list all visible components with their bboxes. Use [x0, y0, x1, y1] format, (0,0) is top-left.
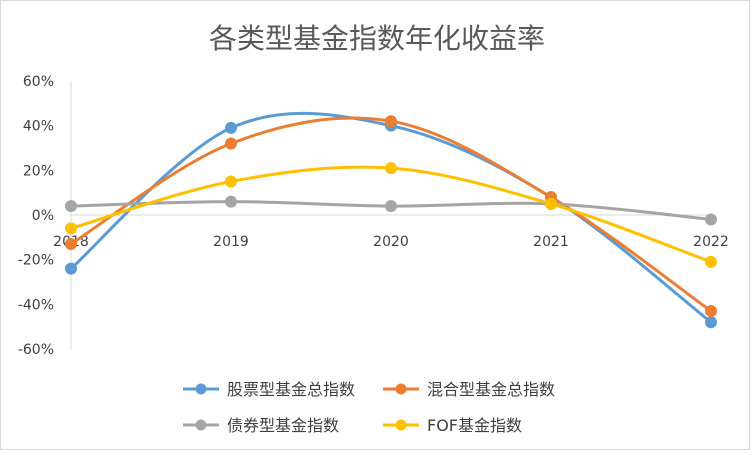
- data-point: [705, 213, 717, 226]
- data-point: [65, 200, 77, 213]
- y-tick-label: -60%: [18, 342, 54, 358]
- x-tick-label: 2021: [533, 234, 569, 250]
- legend-item: 股票型基金总指数: [183, 380, 355, 399]
- series-lines: [69, 111, 713, 324]
- y-tick-label: 40%: [23, 119, 54, 135]
- x-axis: 20182019202020212022: [53, 214, 729, 250]
- data-point: [65, 238, 77, 251]
- series-points: [65, 115, 717, 329]
- data-point: [225, 121, 237, 134]
- data-point: [225, 195, 237, 208]
- legend-label: 股票型基金总指数: [227, 380, 355, 399]
- data-point: [225, 175, 237, 188]
- data-point: [705, 316, 717, 329]
- data-point: [385, 115, 397, 128]
- legend-item: 混合型基金总指数: [383, 380, 555, 399]
- data-point: [705, 255, 717, 268]
- data-point: [545, 197, 557, 210]
- data-point: [65, 262, 77, 275]
- legend-swatch-marker: [195, 383, 207, 395]
- x-tick-label: 2022: [693, 234, 729, 250]
- legend-item: FOF基金指数: [383, 416, 522, 435]
- legend-label: 债券型基金指数: [227, 416, 339, 435]
- legend-swatch-marker: [395, 383, 407, 395]
- series-line-1: [69, 111, 713, 324]
- data-point: [65, 222, 77, 235]
- data-point: [385, 200, 397, 213]
- y-tick-label: -20%: [18, 253, 54, 269]
- y-axis: 60% 40% 20% 0% -20% -40% -60%: [18, 74, 72, 358]
- y-tick-label: -40%: [18, 297, 54, 313]
- y-tick-label: 60%: [23, 74, 54, 90]
- chart-title: 各类型基金指数年化收益率: [209, 22, 545, 55]
- legend-item: 债券型基金指数: [183, 416, 339, 435]
- legend-swatch-marker: [395, 419, 407, 431]
- y-tick-label: 0%: [32, 208, 54, 224]
- data-point: [225, 137, 237, 150]
- legend-label: FOF基金指数: [427, 416, 522, 435]
- data-point: [705, 305, 717, 318]
- x-tick-label: 2019: [213, 234, 249, 250]
- legend-label: 混合型基金总指数: [427, 380, 555, 399]
- legend-swatch-marker: [195, 419, 207, 431]
- data-point: [385, 162, 397, 175]
- y-tick-label: 20%: [23, 163, 54, 179]
- x-tick-label: 2020: [373, 234, 409, 250]
